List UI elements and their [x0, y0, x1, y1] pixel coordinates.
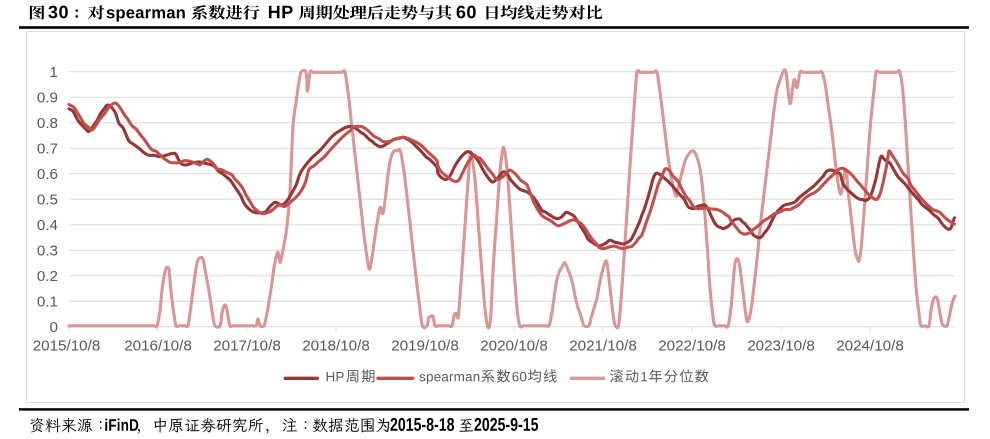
svg-text:0.1: 0.1 [37, 294, 58, 311]
svg-text:2016/10/8: 2016/10/8 [124, 338, 192, 355]
svg-text:2021/10/8: 2021/10/8 [569, 338, 637, 355]
svg-text:2020/10/8: 2020/10/8 [480, 338, 548, 355]
svg-text:0.3: 0.3 [37, 243, 58, 260]
svg-text:0.6: 0.6 [37, 166, 58, 183]
svg-text:0.9: 0.9 [37, 90, 58, 107]
svg-text:0: 0 [50, 319, 58, 336]
svg-text:0.2: 0.2 [37, 268, 58, 285]
svg-text:2023/10/8: 2023/10/8 [747, 338, 815, 355]
svg-text:0.7: 0.7 [37, 141, 58, 158]
svg-text:2022/10/8: 2022/10/8 [658, 338, 726, 355]
svg-text:0.5: 0.5 [37, 192, 58, 209]
svg-text:0.8: 0.8 [37, 115, 58, 132]
svg-text:0.4: 0.4 [37, 217, 58, 234]
svg-text:2015/10/8: 2015/10/8 [33, 338, 101, 355]
svg-text:2019/10/8: 2019/10/8 [391, 338, 459, 355]
svg-text:1: 1 [50, 64, 58, 81]
svg-text:2017/10/8: 2017/10/8 [213, 338, 281, 355]
svg-text:2024/10/8: 2024/10/8 [836, 338, 904, 355]
svg-text:2018/10/8: 2018/10/8 [302, 338, 370, 355]
